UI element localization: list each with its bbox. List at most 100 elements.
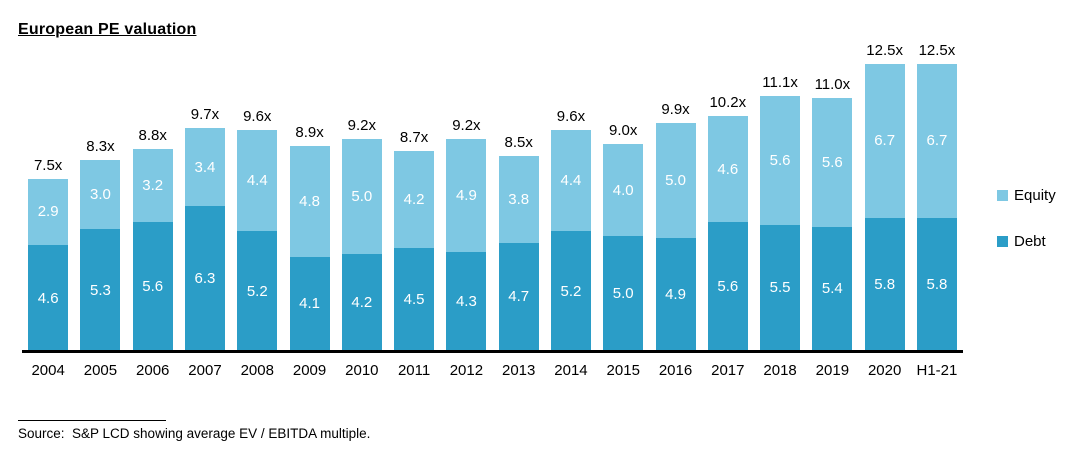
- segment-value-label: 4.9: [665, 286, 686, 304]
- segment-value-label: 2.9: [37, 203, 59, 221]
- segment-value-label: 5.6: [821, 153, 843, 171]
- segment-value-label: 4.8: [299, 193, 320, 210]
- chart-title: European PE valuation: [18, 21, 197, 38]
- segment-value-label: 5.6: [769, 151, 791, 169]
- plot-area: 7.5x 2.9 4.6 8.3x 3.0 5.3 8.8x 3.2 5.6 9.7x 3.4 6.3…: [22, 34, 963, 351]
- bar-segment-equity: 5.0: [655, 123, 696, 239]
- bar-segment-debt: 4.2: [341, 254, 382, 351]
- bar-group: 8.8x 3.2 5.6: [127, 34, 179, 351]
- segment-value-label: 5.2: [246, 282, 268, 300]
- segment-value-label: 5.8: [926, 275, 948, 293]
- x-axis-label: 2019: [815, 362, 850, 379]
- segment-value-label: 4.6: [717, 160, 739, 178]
- bar-segment-debt: 5.0: [603, 236, 644, 351]
- segment-value-label: 5.2: [560, 282, 582, 300]
- x-axis-label: H1-21: [916, 362, 958, 379]
- bar-segment-equity: 4.9: [446, 139, 487, 253]
- bar-segment-debt: 5.3: [80, 229, 121, 351]
- bar-segment-debt: 4.3: [446, 252, 487, 351]
- bar-segment-debt: 5.5: [760, 224, 801, 351]
- bar-group: 8.7x 4.2 4.5: [388, 34, 440, 351]
- bar-total-label: 11.0x: [814, 76, 851, 94]
- bar-group: 9.0x 4.0 5.0: [597, 34, 649, 351]
- x-axis-label: 2018: [763, 362, 797, 379]
- x-axis-label: 2013: [501, 362, 536, 379]
- x-axis-label: 2014: [554, 362, 588, 379]
- segment-value-label: 4.3: [455, 293, 477, 311]
- bar-segment-debt: 5.2: [550, 231, 591, 351]
- bar-total-label: 8.3x: [86, 138, 115, 156]
- bar-segment-equity: 3.2: [132, 148, 173, 223]
- segment-value-label: 4.5: [403, 290, 425, 308]
- bar-total-label: 9.2x: [347, 117, 376, 135]
- bar-total-label: 8.5x: [504, 133, 533, 151]
- legend-item-equity: Equity: [997, 187, 1056, 204]
- bar-segment-equity: 3.4: [184, 127, 225, 207]
- bar-segment-debt: 4.7: [498, 242, 539, 351]
- bar-segment-debt: 4.9: [655, 238, 696, 351]
- segment-value-label: 5.5: [769, 279, 791, 297]
- segment-value-label: 4.7: [508, 288, 530, 306]
- bar-segment-equity: 4.4: [550, 130, 591, 232]
- bar-group: 8.5x 3.8 4.7: [493, 34, 545, 351]
- bar-total-label: 9.6x: [243, 108, 272, 126]
- source-note: Source: S&P LCD showing average EV / EBI…: [18, 426, 371, 441]
- bar-total-label: 12.5x: [918, 41, 956, 59]
- segment-value-label: 5.3: [89, 281, 111, 299]
- segment-value-label: 3.8: [508, 190, 530, 208]
- bar-segment-equity: 4.6: [707, 116, 748, 223]
- bar-segment-equity: 4.0: [603, 144, 644, 236]
- segment-value-label: 4.2: [351, 294, 373, 312]
- bar-total-label: 10.2x: [709, 94, 747, 112]
- segment-value-label: 4.4: [246, 172, 268, 190]
- x-axis-label: 2012: [449, 362, 484, 379]
- bar-group: 9.7x 3.4 6.3: [179, 34, 231, 351]
- legend: Equity Debt: [997, 187, 1056, 250]
- legend-label-debt: Debt: [1014, 233, 1046, 250]
- bar-segment-debt: 5.8: [864, 217, 905, 351]
- bar-total-label: 9.7x: [190, 105, 220, 123]
- x-axis-label: 2006: [136, 362, 170, 379]
- bar-group: 9.2x 5.0 4.2: [336, 34, 388, 351]
- segment-value-label: 4.1: [299, 295, 320, 313]
- bar-group: 9.6x 4.4 5.2: [231, 34, 283, 351]
- bar-segment-debt: 5.6: [707, 222, 748, 351]
- segment-value-label: 4.4: [560, 172, 582, 190]
- segment-value-label: 5.6: [142, 278, 164, 296]
- bar-segment-equity: 4.2: [394, 150, 435, 248]
- segment-value-label: 5.8: [874, 275, 896, 293]
- segment-value-label: 4.0: [612, 181, 634, 199]
- bar-segment-equity: 6.7: [864, 63, 905, 218]
- segment-value-label: 6.7: [926, 132, 948, 150]
- segment-value-label: 3.2: [142, 176, 164, 194]
- bar-segment-equity: 2.9: [28, 178, 69, 246]
- segment-value-label: 4.2: [403, 190, 425, 208]
- bar-segment-equity: 5.6: [812, 98, 853, 227]
- x-axis-labels: 2004 2005 2006 2007 2008 2009 2010 2011 2012 2013…: [22, 362, 963, 379]
- x-axis-label: 2015: [606, 362, 640, 379]
- segment-value-label: 6.7: [874, 132, 896, 150]
- bar-total-label: 11.1x: [762, 73, 798, 91]
- bar-segment-equity: 6.7: [916, 63, 957, 218]
- bar-total-label: 7.5x: [33, 156, 63, 174]
- bar-segment-debt: 5.4: [812, 226, 853, 351]
- bar-group: 10.2x 4.6 5.6: [702, 34, 754, 351]
- bar-group: 12.5x 6.7 5.8: [859, 34, 911, 351]
- bar-group: 11.0x 5.6 5.4: [806, 34, 858, 351]
- legend-label-equity: Equity: [1014, 187, 1056, 204]
- bar-segment-debt: 5.2: [237, 231, 278, 351]
- bar-total-label: 8.8x: [138, 126, 167, 144]
- bar-total-label: 8.9x: [295, 124, 324, 142]
- segment-value-label: 6.3: [194, 270, 216, 288]
- x-axis-line: [22, 350, 963, 353]
- bar-group: 8.9x 4.8 4.1: [283, 34, 335, 351]
- bar-total-label: 9.6x: [556, 108, 586, 126]
- bar-total-label: 9.0x: [609, 122, 638, 139]
- bar-segment-debt: 4.1: [289, 256, 330, 351]
- bar-group: 11.1x 5.6 5.5: [754, 34, 806, 351]
- bar-total-label: 12.5x: [866, 41, 903, 59]
- segment-value-label: 4.6: [37, 289, 59, 307]
- segment-value-label: 5.6: [717, 278, 739, 296]
- legend-item-debt: Debt: [997, 233, 1056, 250]
- segment-value-label: 3.4: [194, 158, 216, 176]
